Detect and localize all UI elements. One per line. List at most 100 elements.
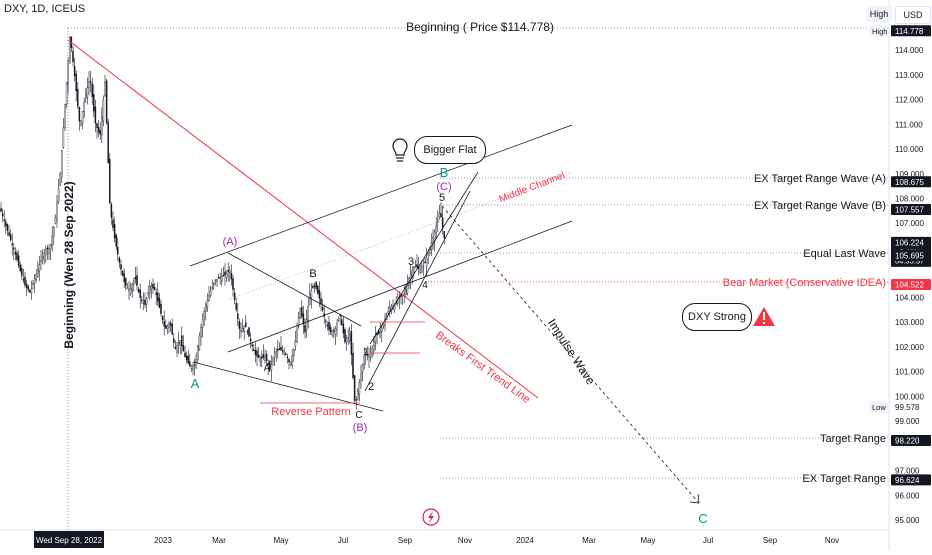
time-tick-label: May	[273, 536, 288, 545]
candle	[70, 35, 73, 53]
bear-market-label: Bear Market (Conservative IDEA)	[723, 277, 886, 289]
candle	[81, 110, 84, 130]
candle	[217, 273, 220, 279]
candle	[336, 319, 338, 337]
price-tick-label: 96.000	[895, 491, 920, 500]
date-tag-bg	[34, 531, 104, 548]
time-tick-label: Jul	[703, 536, 713, 545]
candle	[233, 288, 236, 305]
candle	[27, 284, 29, 293]
candle	[88, 71, 90, 96]
candle	[438, 204, 441, 220]
price-axis[interactable]	[889, 0, 932, 550]
price-tags: 114.778High108.675107.557106.224−0.42%04…	[869, 25, 931, 486]
candle	[280, 336, 282, 352]
wave-label: 3	[408, 256, 414, 268]
candle	[230, 264, 233, 286]
candle	[347, 328, 349, 346]
candle	[328, 316, 330, 336]
candle	[166, 324, 169, 335]
price-tag-value: 104.522	[895, 281, 924, 290]
price-tag: 104.522	[891, 279, 931, 291]
candle	[416, 253, 418, 269]
candle	[171, 318, 173, 336]
candle	[187, 349, 189, 365]
candle	[168, 320, 170, 334]
candle	[373, 336, 375, 356]
candle	[75, 70, 77, 102]
candle	[360, 365, 362, 389]
candle	[123, 268, 125, 289]
candle	[152, 278, 154, 294]
price-tick-label: 95.000	[895, 516, 920, 525]
candle	[19, 261, 21, 273]
candle	[422, 259, 425, 277]
candle	[158, 293, 161, 309]
candle	[197, 344, 199, 364]
lightning-icon[interactable]	[422, 508, 440, 526]
candle	[254, 342, 257, 363]
candle	[142, 292, 145, 310]
time-tick-label: 2023	[154, 536, 172, 545]
candle	[329, 323, 332, 336]
price-tick-label: 104.000	[895, 293, 924, 302]
candle	[361, 363, 364, 382]
price-tag: 99.578 Low	[869, 401, 931, 413]
candle	[225, 270, 228, 282]
impulse-channel-upper	[369, 171, 479, 345]
channel-upper-line	[189, 124, 573, 267]
candle	[185, 351, 188, 364]
candle	[294, 330, 297, 351]
candle	[49, 243, 52, 261]
candle	[411, 266, 413, 285]
candle	[83, 97, 85, 118]
candle	[113, 217, 116, 243]
candle	[9, 229, 12, 242]
candle	[94, 99, 97, 133]
candle	[128, 280, 130, 301]
candle	[16, 249, 18, 262]
currency-button[interactable]: USD	[895, 6, 931, 24]
candle	[203, 307, 205, 326]
price-tag-value: 107.557	[895, 205, 924, 214]
candle	[441, 207, 444, 235]
candle	[91, 77, 93, 105]
candle	[353, 375, 356, 405]
candle	[77, 82, 79, 110]
candle	[281, 345, 284, 355]
candle	[93, 84, 95, 118]
candle	[56, 195, 58, 228]
candle	[358, 379, 361, 402]
candle	[53, 225, 55, 246]
price-tick-label: 109.000	[895, 170, 924, 179]
candle	[345, 335, 348, 351]
price-tick-label: 107.000	[895, 219, 924, 228]
candle	[211, 279, 213, 291]
candle	[315, 280, 317, 292]
candle	[1, 208, 4, 222]
beginning-date-label: Beginning (Wen 28 Sep 2022)	[62, 181, 76, 348]
candle	[112, 211, 114, 232]
candle	[184, 346, 186, 358]
price-tag-badge: Low	[872, 403, 886, 412]
candle	[272, 356, 274, 366]
candle	[222, 266, 225, 277]
candle	[32, 279, 34, 290]
wave-label: B	[309, 268, 316, 280]
candle	[41, 249, 44, 265]
candle	[97, 120, 100, 137]
candle	[235, 297, 237, 313]
candle	[224, 263, 226, 286]
price-tick-label: 113.000	[895, 71, 924, 80]
symbol-label[interactable]: DXY, 1D, ICEUS	[4, 3, 86, 15]
candle	[177, 331, 180, 354]
date-tag: Wed Sep 28, 2022	[36, 536, 103, 545]
candle	[430, 233, 433, 256]
candle	[286, 353, 289, 364]
price-tag-value: 99.578	[895, 403, 920, 412]
candle	[293, 348, 295, 363]
candle	[35, 269, 37, 283]
candle	[297, 311, 300, 329]
